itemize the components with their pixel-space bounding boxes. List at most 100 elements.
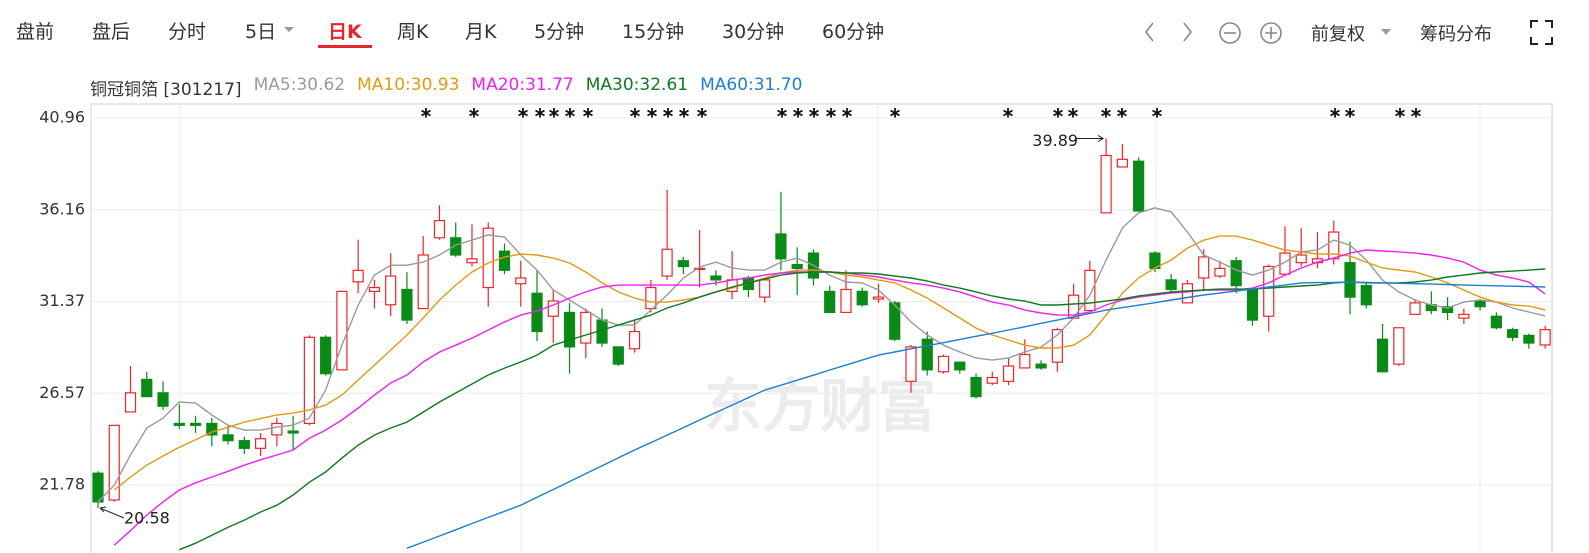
candle-body bbox=[1100, 154, 1112, 214]
candle-body bbox=[1458, 313, 1470, 319]
tab[interactable]: 周K bbox=[397, 21, 429, 43]
candle-body bbox=[580, 311, 592, 344]
legend-entry: MA20:31.77 bbox=[471, 75, 574, 95]
candle-body bbox=[1165, 279, 1177, 291]
tab-active[interactable]: 日K bbox=[328, 21, 362, 43]
high-arrow bbox=[1076, 135, 1105, 142]
candle-body bbox=[141, 378, 153, 398]
candle-body bbox=[661, 248, 673, 277]
candle-body bbox=[303, 336, 315, 425]
candle-body bbox=[238, 440, 250, 449]
candle-body bbox=[710, 275, 722, 281]
candle-body bbox=[1376, 338, 1389, 373]
y-tick-label: 31.37 bbox=[39, 291, 85, 310]
candle-body bbox=[1328, 231, 1340, 260]
candle-body bbox=[1507, 329, 1519, 338]
candle-body bbox=[433, 219, 446, 239]
candle-body bbox=[1051, 329, 1063, 363]
candle-body bbox=[1474, 300, 1486, 308]
candle-body bbox=[1230, 260, 1242, 287]
adjust-select[interactable]: 前复权 bbox=[1311, 24, 1365, 45]
low-arrow bbox=[99, 506, 125, 519]
legend-entry: MA10:30.93 bbox=[357, 75, 460, 95]
y-tick-label: 40.96 bbox=[39, 107, 85, 126]
tab[interactable]: 15分钟 bbox=[622, 21, 685, 43]
tab[interactable]: 盘后 bbox=[92, 21, 131, 43]
candle-body bbox=[157, 392, 169, 407]
candle-body bbox=[694, 267, 706, 271]
candle-body bbox=[1295, 254, 1307, 264]
high-label: 39.89 bbox=[1032, 131, 1078, 150]
ma-line bbox=[179, 268, 1546, 551]
candle-body bbox=[856, 290, 868, 306]
candle-body bbox=[1441, 306, 1454, 314]
prev[interactable] bbox=[1144, 22, 1154, 42]
candle-body bbox=[1181, 283, 1194, 304]
candle-body bbox=[677, 260, 689, 268]
candle-body bbox=[1133, 160, 1145, 212]
candle-body bbox=[1084, 269, 1096, 312]
tab[interactable]: 5分钟 bbox=[534, 21, 585, 43]
candle-body bbox=[1246, 288, 1259, 321]
candle-body bbox=[271, 422, 283, 436]
legend-entry: MA60:31.70 bbox=[700, 75, 803, 95]
candle-body bbox=[1393, 327, 1405, 365]
chip-button[interactable]: 筹码分布 bbox=[1420, 24, 1492, 45]
toolbar-icons bbox=[284, 20, 1553, 48]
candle-body bbox=[921, 338, 933, 371]
candle-body bbox=[612, 346, 624, 365]
candle-body bbox=[1214, 267, 1226, 277]
next[interactable] bbox=[1183, 22, 1193, 42]
y-tick-label: 36.16 bbox=[39, 199, 85, 218]
legend-entry: MA5:30.62 bbox=[253, 75, 346, 95]
candle-body bbox=[628, 330, 641, 350]
candle-body bbox=[563, 311, 576, 348]
plot bbox=[92, 138, 1551, 551]
candle-body bbox=[970, 376, 982, 398]
tab[interactable]: 月K bbox=[465, 21, 497, 43]
candle-body bbox=[1490, 315, 1502, 329]
stock-name: 铜冠铜箔 [301217] bbox=[90, 80, 242, 100]
tab[interactable]: 5日 bbox=[245, 21, 277, 43]
candle-body bbox=[1344, 262, 1356, 298]
tab[interactable]: 30分钟 bbox=[722, 21, 785, 43]
candle-body bbox=[889, 302, 901, 340]
candle-body bbox=[450, 237, 462, 256]
candle-body bbox=[287, 430, 299, 434]
candle-body bbox=[222, 434, 234, 442]
tab[interactable]: 盘前 bbox=[16, 21, 55, 43]
candle-body bbox=[108, 424, 120, 501]
candle-body bbox=[1263, 265, 1275, 317]
ma-line bbox=[406, 281, 1546, 549]
candle-body bbox=[645, 286, 657, 310]
candle-body bbox=[385, 275, 397, 306]
candle-body bbox=[124, 392, 137, 413]
watermark: 东方财富 bbox=[704, 372, 936, 440]
candle-body bbox=[547, 300, 559, 317]
event-markers bbox=[420, 107, 1422, 119]
tab[interactable]: 分时 bbox=[168, 21, 207, 43]
candle-body bbox=[189, 422, 202, 426]
candle-body bbox=[775, 233, 787, 260]
zoom-out[interactable] bbox=[1219, 22, 1241, 44]
candle-body bbox=[336, 290, 348, 371]
candle-body bbox=[173, 422, 185, 426]
candle-body bbox=[1035, 363, 1047, 369]
candle-body bbox=[515, 277, 527, 285]
candle-body bbox=[986, 376, 998, 384]
candle-body bbox=[1539, 329, 1551, 346]
y-tick-label: 21.78 bbox=[39, 475, 85, 494]
tab[interactable]: 60分钟 bbox=[822, 21, 885, 43]
candle-body bbox=[1360, 285, 1372, 306]
candle-body bbox=[791, 263, 803, 270]
candle-body bbox=[1198, 256, 1210, 279]
zoom-in[interactable] bbox=[1260, 22, 1282, 44]
candle-body bbox=[498, 250, 511, 271]
y-tick-label: 26.57 bbox=[39, 383, 85, 402]
candle-body bbox=[1523, 334, 1535, 344]
candle-body bbox=[937, 355, 950, 373]
candle-body bbox=[1002, 365, 1015, 382]
candle-body bbox=[759, 279, 771, 298]
candle-body bbox=[482, 227, 494, 289]
